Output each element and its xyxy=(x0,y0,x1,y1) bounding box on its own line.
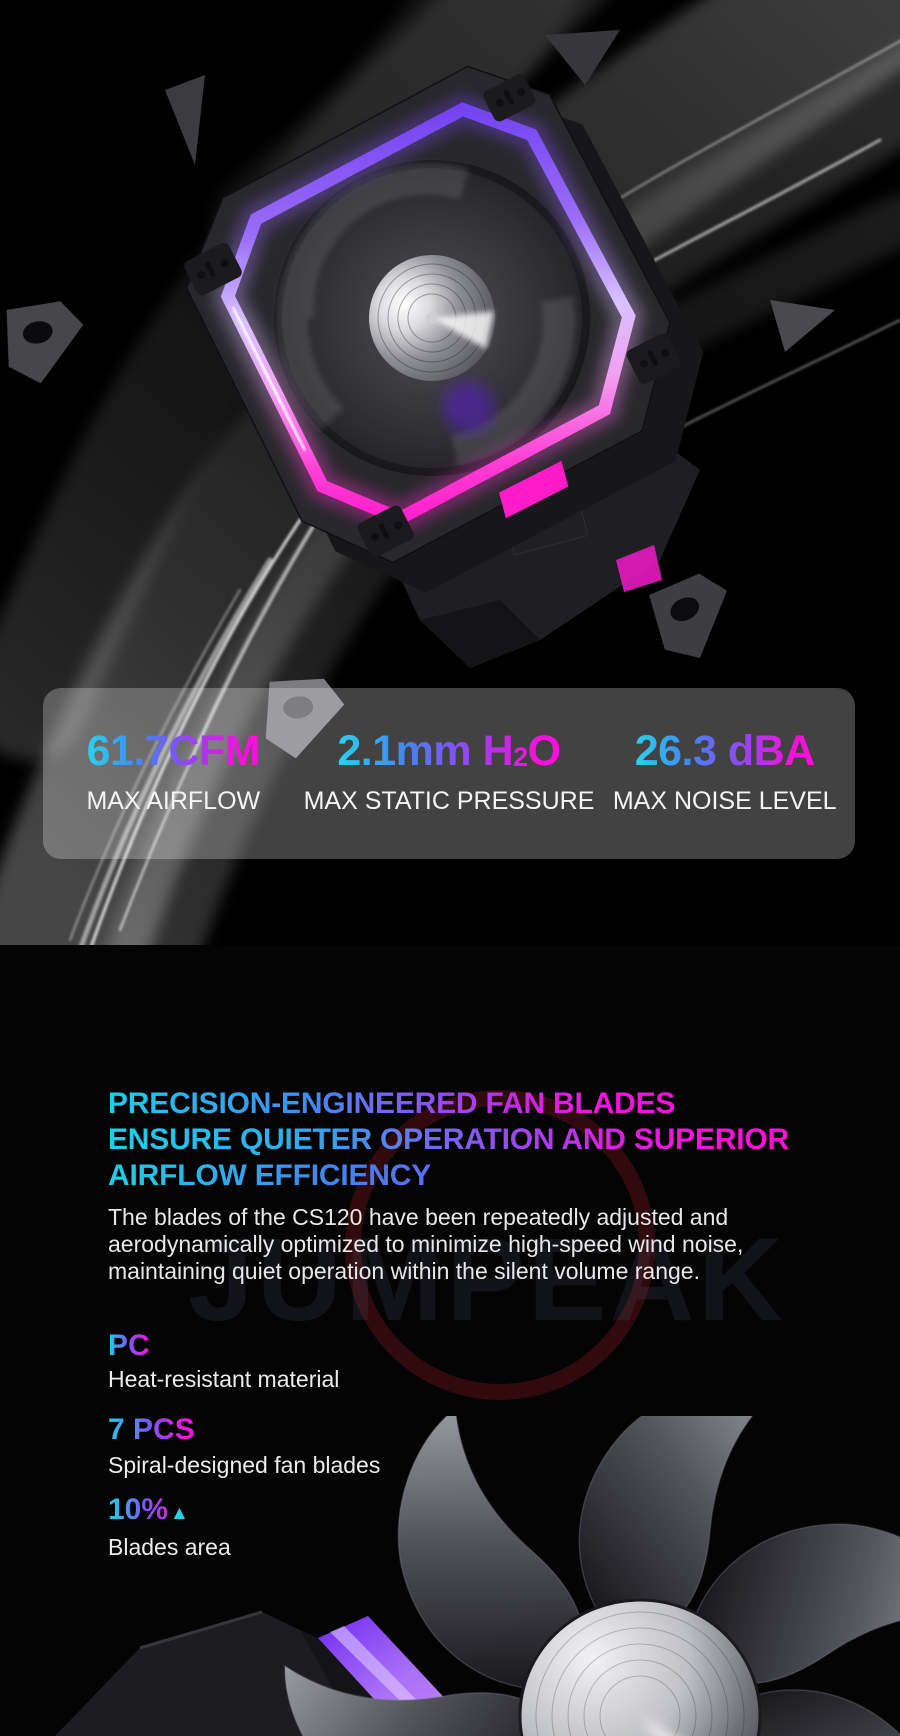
hub-purple-glow xyxy=(442,381,495,434)
feature-blade-count-value: 7 PCS xyxy=(108,1413,197,1451)
spec-pressure-value: 2.1mm H2O xyxy=(337,728,560,780)
feature-blade-count-label: Spiral-designed fan blades xyxy=(108,1452,381,1478)
specs-panel: 61.7CFM MAX AIRFLOW 2.1mm H2O MAX STATIC… xyxy=(43,688,855,859)
purple-led-strip xyxy=(318,1616,480,1736)
spec-item-noise: 26.3 dBA MAX NOISE LEVEL xyxy=(594,728,855,815)
headline-line-2: ENSURE QUIETER OPERATION AND SUPERIOR xyxy=(108,1123,790,1156)
spec-pressure-label: MAX STATIC PRESSURE xyxy=(303,787,595,815)
led-ring-graphic xyxy=(211,92,645,536)
feature-material-label: Heat-resistant material xyxy=(108,1366,340,1392)
mounting-bracket-right xyxy=(649,573,728,658)
fan-corner-pads xyxy=(184,74,681,557)
feature-blade-area-value: 10% ▲ xyxy=(108,1493,189,1531)
up-triangle-icon: ▲ xyxy=(170,1503,189,1524)
mounting-bracket-left xyxy=(6,301,84,384)
rgb-fan-graphic xyxy=(184,65,704,593)
spec-airflow-label: MAX AIRFLOW xyxy=(86,787,261,815)
spec-airflow-value: 61.7CFM xyxy=(87,728,260,780)
brand-watermark: JUMPEAK xyxy=(188,1214,786,1346)
section-body-text: The blades of the CS120 have been repeat… xyxy=(108,1204,744,1284)
spec-noise-value: 26.3 dBA xyxy=(635,728,815,780)
headline-line-1: PRECISION-ENGINEERED FAN BLADES xyxy=(108,1087,676,1120)
spec-noise-label: MAX NOISE LEVEL xyxy=(612,787,837,815)
section-headline: PRECISION-ENGINEERED FAN BLADES ENSURE Q… xyxy=(108,1086,789,1194)
spec-item-static-pressure: 2.1mm H2O MAX STATIC PRESSURE xyxy=(304,728,595,815)
fan-hub-graphic xyxy=(369,255,495,381)
fan-corner-holes xyxy=(197,87,670,541)
fan-underside-graphic xyxy=(385,425,700,668)
headline-line-3: AIRFLOW EFFICIENCY xyxy=(108,1159,432,1192)
debris-shards-graphic xyxy=(165,30,835,352)
impeller-hub-graphic xyxy=(518,1598,762,1736)
spec-item-airflow: 61.7CFM MAX AIRFLOW xyxy=(43,728,304,815)
fan-connector-graphic xyxy=(505,484,588,555)
frame-corner-graphic xyxy=(55,1610,480,1736)
feature-blade-area-label: Blades area xyxy=(108,1534,231,1560)
magenta-accent-strip xyxy=(499,460,569,519)
feature-material-value: PC xyxy=(108,1329,152,1367)
